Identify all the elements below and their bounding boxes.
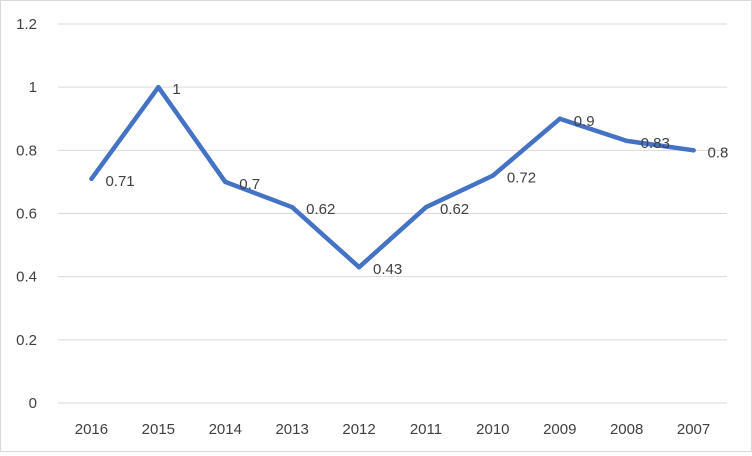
x-tick-label: 2009 — [543, 421, 576, 438]
y-tick-label: 0.8 — [16, 142, 37, 159]
data-label: 1 — [172, 81, 180, 98]
x-tick-label: 2011 — [410, 421, 442, 438]
data-label: 0.62 — [440, 201, 469, 218]
data-point — [691, 148, 696, 153]
x-tick-label: 2008 — [610, 421, 643, 438]
data-point — [423, 204, 429, 210]
data-label: 0.9 — [574, 113, 595, 130]
data-label: 0.8 — [708, 144, 729, 161]
x-tick-label: 2007 — [677, 421, 710, 438]
data-label: 0.43 — [373, 261, 402, 278]
y-tick-label: 0.2 — [16, 332, 37, 349]
data-label: 0.71 — [105, 173, 134, 190]
data-point — [557, 116, 562, 121]
data-point — [156, 84, 161, 90]
x-tick-label: 2015 — [142, 421, 175, 438]
x-tick-label: 2016 — [75, 421, 108, 438]
series-line — [89, 84, 696, 270]
data-label: 0.72 — [507, 170, 536, 187]
data-point — [356, 264, 362, 270]
x-tick-label: 2014 — [209, 421, 242, 438]
x-tick-label: 2012 — [342, 421, 375, 438]
data-point — [289, 204, 295, 210]
data-point — [223, 179, 228, 185]
y-tick-label: 0.6 — [16, 206, 37, 223]
y-tick-label: 1.2 — [16, 16, 37, 33]
data-label: 0.62 — [306, 201, 335, 218]
data-label: 0.7 — [239, 176, 260, 193]
y-tick-label: 0 — [29, 395, 37, 412]
x-tick-label: 2013 — [275, 421, 308, 438]
data-point — [624, 138, 629, 144]
data-point — [89, 176, 94, 181]
data-label: 0.83 — [641, 135, 670, 152]
x-tick-label: 2010 — [476, 421, 509, 438]
y-tick-label: 0.4 — [16, 269, 37, 286]
y-tick-label: 1 — [29, 79, 37, 96]
data-point — [490, 173, 496, 178]
